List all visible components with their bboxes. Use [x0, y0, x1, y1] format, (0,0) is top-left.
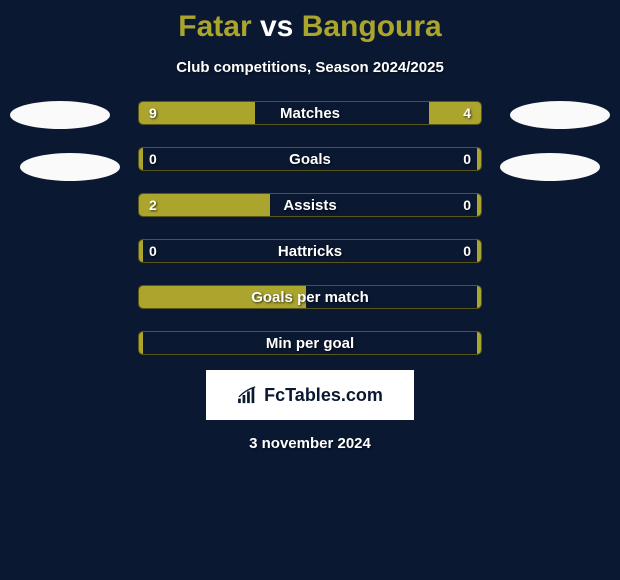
stat-row: 20Assists: [138, 193, 482, 217]
stat-label: Matches: [139, 102, 481, 124]
player2-name: Bangoura: [302, 10, 442, 43]
stat-label: Assists: [139, 194, 481, 216]
stat-row: Goals per match: [138, 285, 482, 309]
main-container: Fatar vs Bangoura Club competitions, Sea…: [0, 0, 620, 452]
player2-avatar-placeholder-1: [510, 101, 610, 129]
comparison-bars: 94Matches 00Goals 20Assists 00Hattricks Goal…: [138, 101, 482, 355]
stat-row: Min per goal: [138, 331, 482, 355]
footer-date: 3 november 2024: [249, 435, 371, 452]
stat-label: Goals: [139, 148, 481, 170]
fctables-icon: [237, 386, 259, 404]
vs-label: vs: [260, 10, 293, 43]
subtitle: Club competitions, Season 2024/2025: [176, 59, 444, 76]
footer-logo: FcTables.com: [206, 370, 414, 420]
player1-name: Fatar: [178, 10, 251, 43]
player1-avatar-placeholder-2: [20, 153, 120, 181]
page-title: Fatar vs Bangoura: [178, 10, 441, 44]
chart-area: 94Matches 00Goals 20Assists 00Hattricks Goal…: [0, 101, 620, 355]
stat-row: 00Hattricks: [138, 239, 482, 263]
stat-label: Min per goal: [139, 332, 481, 354]
player2-avatar-placeholder-2: [500, 153, 600, 181]
player1-avatar-placeholder-1: [10, 101, 110, 129]
stat-label: Goals per match: [139, 286, 481, 308]
footer-logo-text: FcTables.com: [264, 385, 383, 406]
stat-row: 94Matches: [138, 101, 482, 125]
stat-label: Hattricks: [139, 240, 481, 262]
stat-row: 00Goals: [138, 147, 482, 171]
